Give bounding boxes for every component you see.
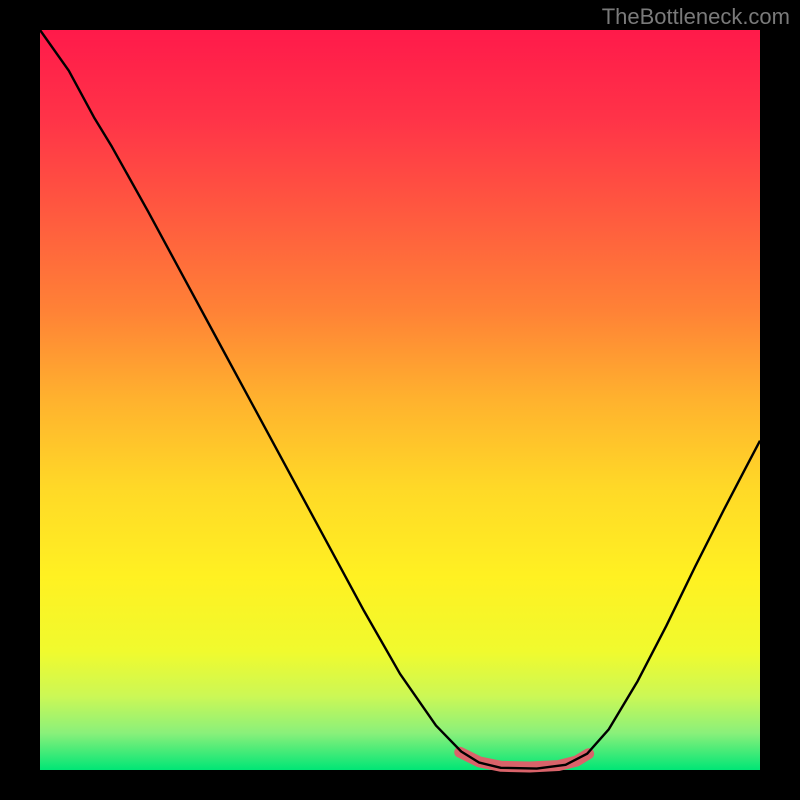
chart-gradient-bg [40, 30, 760, 770]
chart-canvas [0, 0, 800, 800]
watermark-text: TheBottleneck.com [602, 4, 790, 30]
